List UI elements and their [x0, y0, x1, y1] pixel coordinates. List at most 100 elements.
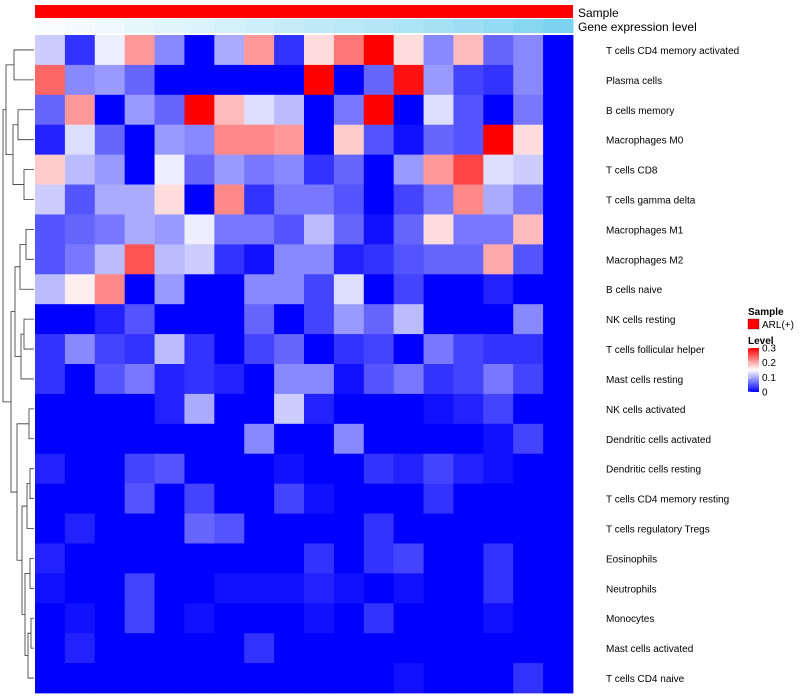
- heatmap-cell: [94, 364, 126, 395]
- gene-expression-cell: [214, 19, 245, 33]
- dendrogram-branch: [24, 572, 30, 657]
- heatmap-cell: [244, 543, 275, 574]
- heatmap-cell: [94, 513, 126, 544]
- heatmap-cell: [154, 364, 185, 395]
- heatmap-cell: [304, 663, 335, 694]
- heatmap-cell: [35, 663, 66, 694]
- heatmap-cell: [513, 64, 544, 96]
- heatmap-cell: [393, 663, 424, 694]
- heatmap-cell: [154, 94, 185, 126]
- heatmap-cell: [35, 483, 66, 514]
- heatmap-cell: [35, 64, 66, 96]
- heatmap-cell: [483, 543, 514, 574]
- heatmap-cell: [274, 513, 305, 544]
- dendrogram-branch: [10, 311, 17, 493]
- heatmap-cell: [453, 334, 484, 365]
- heatmap-cell: [513, 663, 544, 694]
- row-label: B cells memory: [606, 106, 674, 117]
- heatmap-cell: [363, 124, 395, 156]
- heatmap-cell: [154, 244, 185, 275]
- heatmap-cell: [543, 393, 574, 425]
- heatmap-cell: [184, 94, 215, 126]
- sample-annotation-label: Sample: [578, 6, 619, 20]
- heatmap-cell: [543, 124, 574, 156]
- heatmap-cell: [393, 244, 424, 275]
- heatmap-cell: [244, 154, 275, 185]
- gene-expression-cell: [184, 19, 215, 33]
- heatmap-cell: [363, 304, 395, 335]
- heatmap-cell: [304, 543, 335, 574]
- heatmap-cell: [154, 334, 185, 365]
- heatmap-cell: [154, 214, 185, 245]
- gene-expression-cell: [94, 19, 126, 33]
- heatmap-cell: [94, 94, 126, 126]
- dendrogram-branch: [13, 49, 34, 81]
- heatmap-cell: [453, 483, 484, 514]
- row-label: Monocytes: [606, 614, 654, 625]
- heatmap-cell: [154, 633, 185, 664]
- heatmap-cell: [64, 393, 96, 425]
- heatmap-cell: [513, 274, 544, 305]
- heatmap-cell: [94, 214, 126, 245]
- heatmap-cell: [393, 35, 424, 66]
- heatmap-cell: [304, 393, 335, 425]
- heatmap-cell: [124, 274, 155, 305]
- heatmap-cell: [244, 35, 275, 66]
- heatmap-cell: [423, 94, 454, 126]
- heatmap-cell: [154, 393, 185, 425]
- heatmap-cell: [214, 124, 245, 156]
- heatmap-cell: [453, 603, 484, 634]
- heatmap-cell: [513, 304, 544, 335]
- heatmap-cell: [244, 94, 275, 126]
- heatmap-cell: [333, 393, 365, 425]
- heatmap-cell: [423, 64, 454, 96]
- row-label: Plasma cells: [606, 76, 662, 87]
- heatmap-cell: [214, 35, 245, 66]
- heatmap-cell: [543, 483, 574, 514]
- heatmap-cell: [423, 543, 454, 574]
- heatmap-cell: [184, 513, 215, 544]
- heatmap-cell: [363, 364, 395, 395]
- heatmap-cell: [35, 214, 66, 245]
- heatmap-cell: [244, 603, 275, 634]
- heatmap-cell: [184, 154, 215, 185]
- heatmap-cell: [483, 274, 514, 305]
- heatmap-cell: [64, 453, 96, 485]
- sample-annotation-bar: [35, 5, 573, 18]
- heatmap-cell: [244, 633, 275, 664]
- legend-ticks: 0.3 0.2 0.1 0: [748, 344, 776, 399]
- heatmap-cell: [154, 304, 185, 335]
- heatmap-cell: [513, 603, 544, 634]
- heatmap-cell: [274, 423, 305, 455]
- heatmap-cell: [64, 304, 96, 335]
- heatmap-cell: [393, 513, 424, 544]
- heatmap-cell: [453, 304, 484, 335]
- heatmap-cell: [393, 364, 424, 395]
- heatmap-cell: [124, 184, 155, 215]
- heatmap-cell: [393, 483, 424, 514]
- heatmap-cell: [363, 35, 395, 66]
- heatmap-cell: [274, 364, 305, 395]
- heatmap-cell: [423, 453, 454, 485]
- heatmap-cell: [64, 244, 96, 275]
- heatmap-cell: [483, 663, 514, 694]
- heatmap-cell: [423, 663, 454, 694]
- heatmap-cell: [513, 453, 544, 485]
- heatmap-cell: [333, 214, 365, 245]
- gene-expression-cell: [35, 19, 66, 33]
- gene-expression-cell: [244, 19, 275, 33]
- heatmap-cell: [124, 364, 155, 395]
- heatmap-cell: [274, 244, 305, 275]
- heatmap-cell: [154, 184, 185, 215]
- heatmap-cell: [483, 364, 514, 395]
- gene-expression-cell: [333, 19, 365, 33]
- heatmap-cell: [214, 184, 245, 215]
- heatmap-cell: [184, 573, 215, 604]
- heatmap-cell: [483, 124, 514, 156]
- heatmap-cell: [513, 244, 544, 275]
- heatmap-cell: [124, 244, 155, 275]
- row-labels: T cells CD4 memory activated Plasma cells…: [606, 46, 739, 685]
- heatmap-cell: [333, 124, 365, 156]
- heatmap-cell: [64, 64, 96, 96]
- heatmap-cell: [154, 124, 185, 156]
